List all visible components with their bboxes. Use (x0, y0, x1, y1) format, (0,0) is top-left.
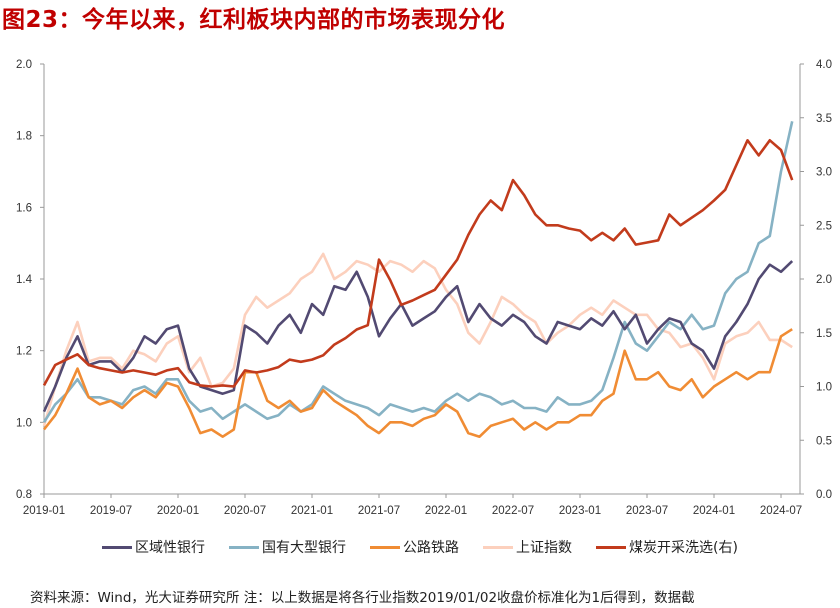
x-tick-label: 2019-07 (90, 505, 132, 517)
y-left-tick-label: 0.8 (16, 489, 32, 501)
series-line-公路铁路 (42, 328, 793, 438)
axes (40, 63, 804, 498)
x-tick-label: 2021-07 (358, 505, 400, 517)
series-line-上证指数 (42, 252, 793, 427)
x-tick-label: 2019-01 (23, 505, 65, 517)
tick-labels: 0.8 1.0 1.2 1.4 1.6 1.8 2.0 0.0 0.5 1.0 1.5 2.0 2.5 3… (16, 59, 832, 517)
legend-swatch (596, 545, 627, 549)
legend-item-sse-index: 上证指数 (483, 537, 572, 557)
series-line-国有大型银行 (42, 121, 794, 423)
source-note: 资料来源：Wind，光大证券研究所 注：以上数据是将各行业指数2019/01/0… (30, 590, 695, 606)
series-lines (42, 121, 794, 438)
line-chart: 0.8 1.0 1.2 1.4 1.6 1.8 2.0 0.0 0.5 1.0 1.5 2.0 2.5 3… (16, 59, 832, 517)
y-right-tick-label: 3.5 (816, 113, 832, 125)
x-tick-label: 2020-07 (224, 505, 266, 517)
x-tick-label: 2023-01 (559, 505, 601, 517)
y-left-tick-label: 1.2 (16, 346, 32, 358)
y-right-tick-label: 1.0 (816, 382, 832, 394)
y-left-tick-label: 2.0 (16, 59, 32, 71)
y-left-tick-label: 1.4 (16, 274, 33, 286)
legend-item-coal-mining: 煤炭开采洗选(右) (596, 537, 738, 557)
x-tick-label: 2022-01 (425, 505, 467, 517)
x-tick-label: 2024-01 (693, 505, 735, 517)
legend-label: 国有大型银行 (262, 540, 347, 556)
legend-item-highway-railway: 公路铁路 (370, 537, 459, 557)
x-tick-label: 2023-07 (626, 505, 668, 517)
series-line-区域性银行 (42, 260, 794, 413)
x-tick-label: 2024-07 (760, 505, 802, 517)
x-tick-label: 2020-01 (157, 505, 199, 517)
legend-label: 煤炭开采洗选(右) (629, 540, 738, 556)
y-right-tick-label: 2.0 (816, 274, 832, 286)
y-right-tick-label: 0.5 (816, 435, 832, 447)
x-tick-label: 2022-07 (492, 505, 534, 517)
legend-swatch (483, 545, 514, 549)
y-right-tick-label: 3.0 (816, 167, 832, 179)
series-line-煤炭开采洗选(右) (42, 139, 794, 388)
y-right-tick-label: 1.5 (816, 328, 832, 340)
legend-label: 区域性银行 (135, 540, 206, 556)
y-right-tick-label: 2.5 (816, 220, 832, 232)
legend: 区域性银行 国有大型银行 公路铁路 上证指数 煤炭开采洗选(右) (0, 537, 840, 557)
legend-label: 上证指数 (516, 540, 573, 556)
y-right-tick-label: 0.0 (816, 489, 832, 501)
chart-title: 图23：今年以来，红利板块内部的市场表现分化 (2, 7, 506, 33)
legend-label: 公路铁路 (403, 540, 460, 556)
legend-item-big-state-banks: 国有大型银行 (229, 537, 346, 557)
legend-item-regional-banks: 区域性银行 (102, 537, 205, 557)
y-right-tick-label: 4.0 (816, 59, 832, 71)
y-left-tick-label: 1.0 (16, 417, 32, 429)
y-left-tick-label: 1.6 (16, 202, 32, 214)
legend-swatch (370, 545, 401, 549)
x-tick-label: 2021-01 (291, 505, 333, 517)
y-left-tick-label: 1.8 (16, 131, 32, 143)
legend-swatch (102, 545, 133, 549)
legend-swatch (229, 545, 260, 549)
